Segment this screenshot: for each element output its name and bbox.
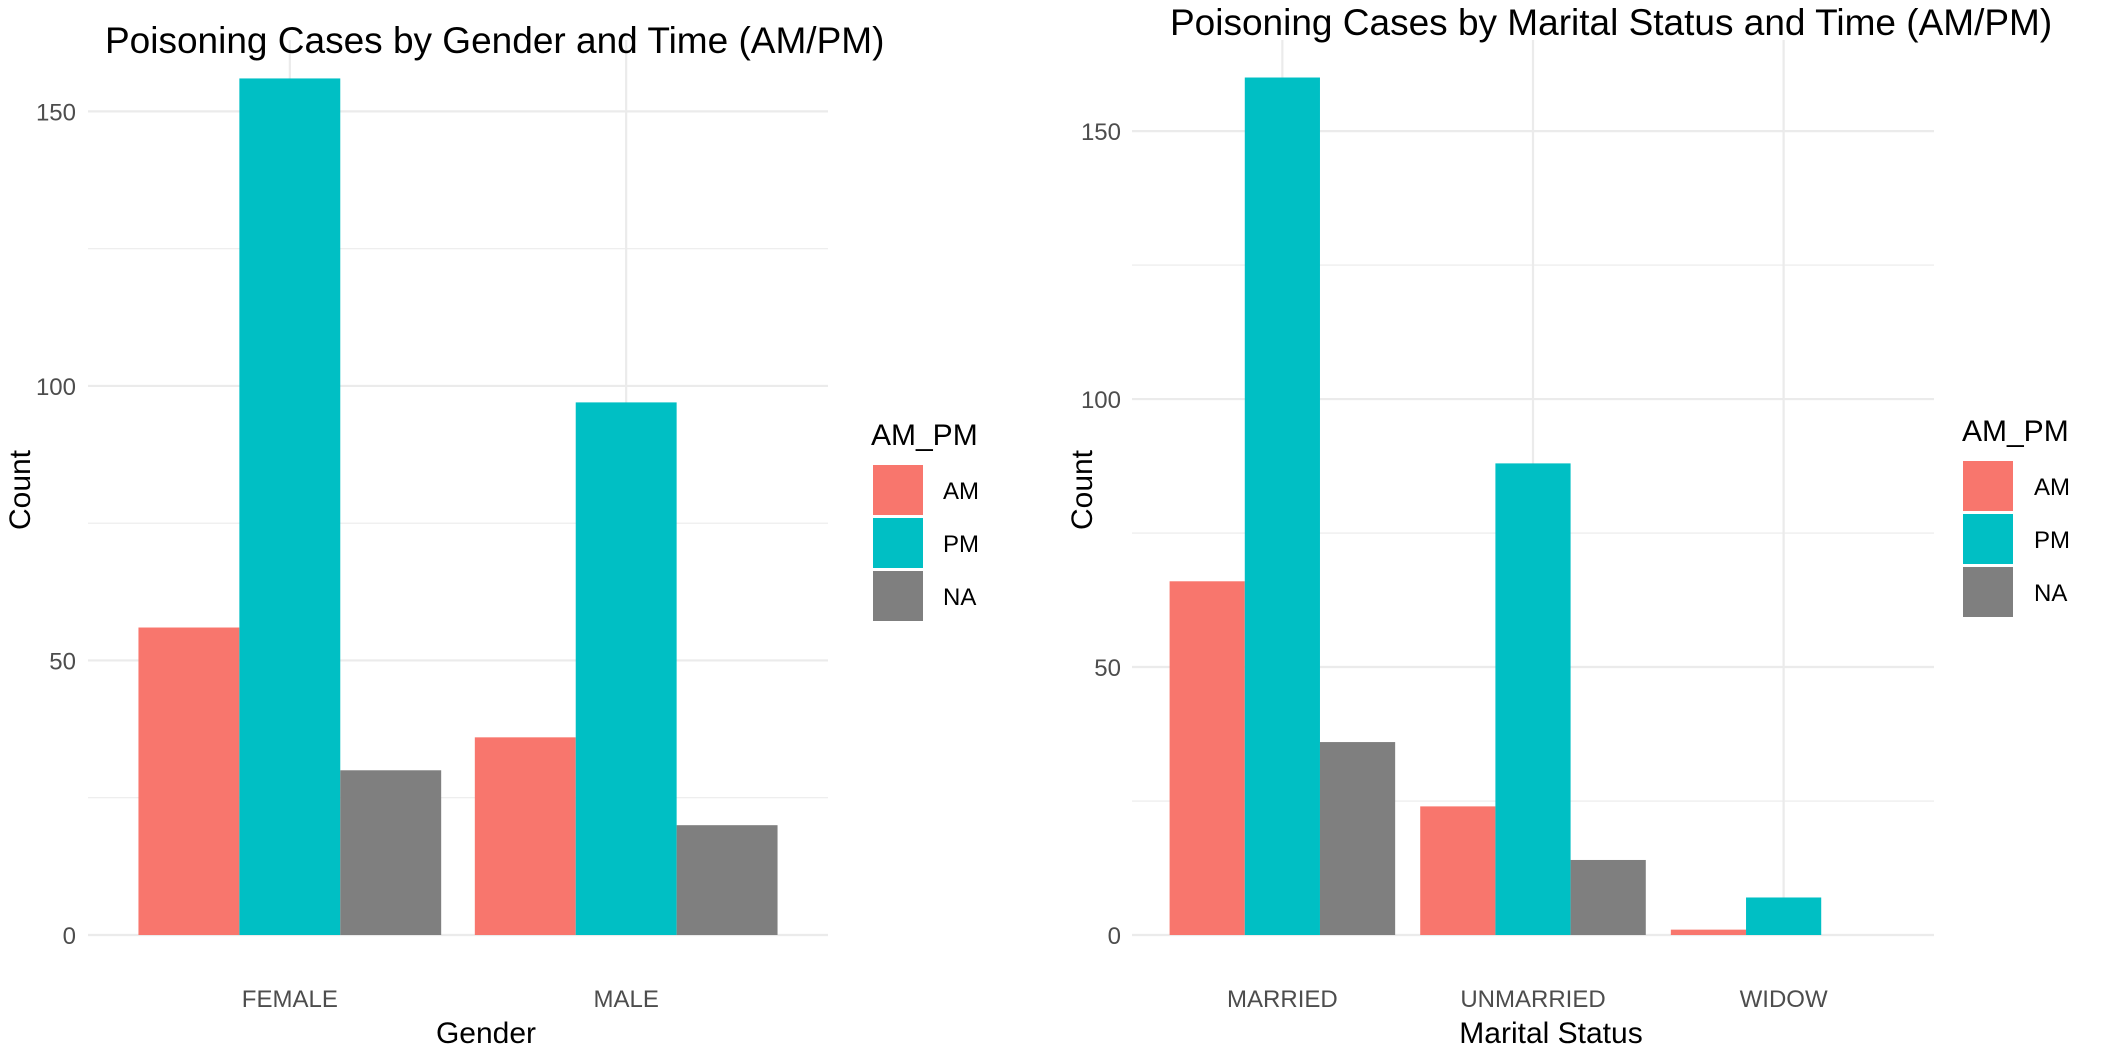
bar-widow-am [1670, 929, 1747, 935]
y-tick-label: 50 [49, 648, 76, 675]
bar-male-na [676, 825, 778, 935]
legend-swatch-pm [873, 518, 923, 568]
y-tick-label: 50 [1094, 655, 1121, 682]
gender-chart: 0 50 100 150 FEMALE MALE Poisoning Cases by Ge… [4, 20, 979, 1050]
legend-swatch-am [1963, 461, 2013, 511]
legend-label: NA [943, 584, 976, 611]
legend-label: NA [2034, 580, 2067, 607]
bar-married-pm [1244, 77, 1320, 936]
bars [1169, 77, 1822, 936]
legend-swatch-pm [1963, 514, 2013, 564]
bar-female-pm [239, 78, 341, 935]
bar-married-am [1169, 581, 1245, 935]
bar-female-am [138, 627, 240, 935]
bar-male-am [474, 737, 576, 935]
bar-male-pm [575, 402, 677, 935]
bar-unmarried-am [1420, 806, 1496, 935]
x-tick-label: WIDOW [1740, 986, 1828, 1013]
y-tick-label: 150 [36, 99, 76, 126]
legend-label: PM [943, 531, 979, 558]
x-tick-label: FEMALE [242, 986, 338, 1013]
chart-title: Poisoning Cases by Gender and Time (AM/P… [105, 20, 884, 61]
x-tick-label: MARRIED [1227, 986, 1338, 1013]
bar-unmarried-pm [1495, 463, 1571, 935]
legend: AM_PM AM PM NA [871, 419, 979, 621]
bar-unmarried-na [1570, 859, 1646, 935]
legend-title: AM_PM [1962, 415, 2069, 448]
chart-title: Poisoning Cases by Marital Status and Ti… [1170, 2, 2052, 43]
x-tick-label: MALE [594, 986, 659, 1013]
y-tick-label: 100 [1081, 387, 1121, 414]
y-tick-label: 100 [36, 374, 76, 401]
bar-widow-pm [1746, 897, 1822, 935]
legend-label: PM [2034, 527, 2070, 554]
y-axis-title: Count [4, 449, 37, 530]
legend-swatch-na [873, 571, 923, 621]
bars [138, 78, 778, 935]
legend-swatch-na [1963, 567, 2013, 617]
legend-title: AM_PM [871, 419, 978, 452]
legend-swatch-am [873, 465, 923, 515]
marital-status-chart: 0 50 100 150 MARRIED UNMARRIED WIDOW Poisoning … [1066, 2, 2070, 1050]
bar-married-na [1319, 742, 1396, 935]
y-tick-label: 0 [63, 923, 76, 950]
x-tick-label: UNMARRIED [1460, 986, 1605, 1013]
legend: AM_PM AM PM NA [1962, 415, 2070, 617]
bar-female-na [340, 770, 442, 935]
x-axis-title: Gender [436, 1017, 536, 1050]
x-axis-title: Marital Status [1459, 1017, 1642, 1050]
y-tick-label: 0 [1108, 923, 1121, 950]
y-axis-title: Count [1066, 449, 1099, 530]
legend-label: AM [2034, 474, 2070, 501]
y-tick-label: 150 [1081, 119, 1121, 146]
legend-label: AM [943, 478, 979, 505]
